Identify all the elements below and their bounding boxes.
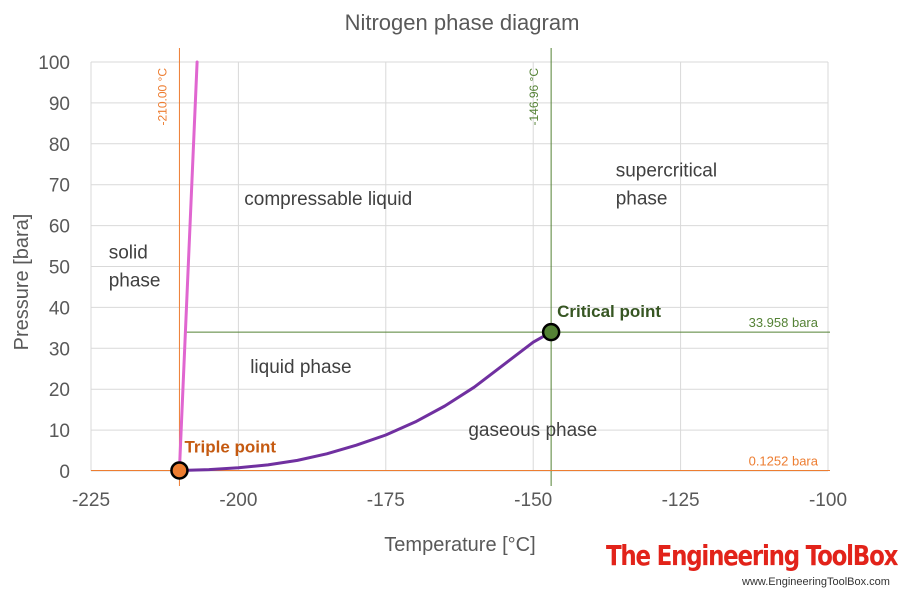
region-label: phase: [616, 189, 668, 210]
region-label: supercritical: [616, 161, 717, 182]
y-tick-label: 10: [49, 421, 70, 442]
region-label: compressable liquid: [244, 189, 412, 210]
y-tick-label: 0: [59, 462, 70, 483]
y-tick-label: 70: [49, 176, 70, 197]
key-point-marker: [541, 322, 561, 342]
key-point-label: Critical point: [557, 302, 661, 321]
reference-label-vertical: -146.96 °C: [527, 68, 541, 126]
axis-ticks: -225 -200 -175 -150 -125 -100 0 10 20 30 40 50 60 70 8…: [38, 53, 847, 511]
x-tick-label: -175: [367, 490, 405, 511]
region-label: liquid phase: [250, 357, 351, 378]
chart-title: Nitrogen phase diagram: [345, 10, 580, 35]
x-tick-label: -100: [809, 490, 847, 511]
reference-label-horizontal: 33.958 bara: [749, 315, 819, 330]
x-tick-label: -150: [514, 490, 552, 511]
engineering-toolbox-logo: The Engineering ToolBox www.EngineeringT…: [606, 539, 898, 589]
brand-url: www.EngineeringToolBox.com: [742, 576, 890, 588]
y-axis-label: Pressure [bara]: [11, 214, 33, 351]
y-tick-label: 40: [49, 298, 70, 319]
y-tick-label: 20: [49, 380, 70, 401]
region-label: phase: [109, 270, 161, 291]
reference-label-vertical: -210.00 °C: [155, 68, 169, 126]
phase-boundary-curve: [177, 330, 553, 472]
y-tick-label: 30: [49, 339, 70, 360]
y-tick-label: 100: [38, 53, 70, 74]
key-points: Triple point Critical point: [170, 302, 661, 480]
x-axis-label: Temperature [°C]: [384, 534, 535, 556]
y-tick-label: 60: [49, 217, 70, 238]
region-label: gaseous phase: [468, 420, 597, 441]
region-labels: solid phase compressable liquid liquid phas…: [109, 161, 717, 442]
x-tick-label: -125: [662, 490, 700, 511]
brand-title: The Engineering ToolBox: [606, 539, 898, 572]
y-tick-label: 90: [49, 94, 70, 115]
phase-curves: [177, 60, 553, 472]
key-point-marker: [170, 461, 189, 480]
y-tick-label: 50: [49, 258, 70, 279]
y-tick-label: 80: [49, 135, 70, 156]
reference-label-horizontal: 0.1252 bara: [749, 453, 819, 468]
phase-boundary-curve: [177, 60, 199, 472]
grid: [90, 61, 829, 472]
x-tick-label: -200: [219, 490, 257, 511]
x-tick-label: -225: [72, 490, 110, 511]
region-label: solid: [109, 242, 148, 263]
key-point-label: Triple point: [184, 437, 276, 456]
